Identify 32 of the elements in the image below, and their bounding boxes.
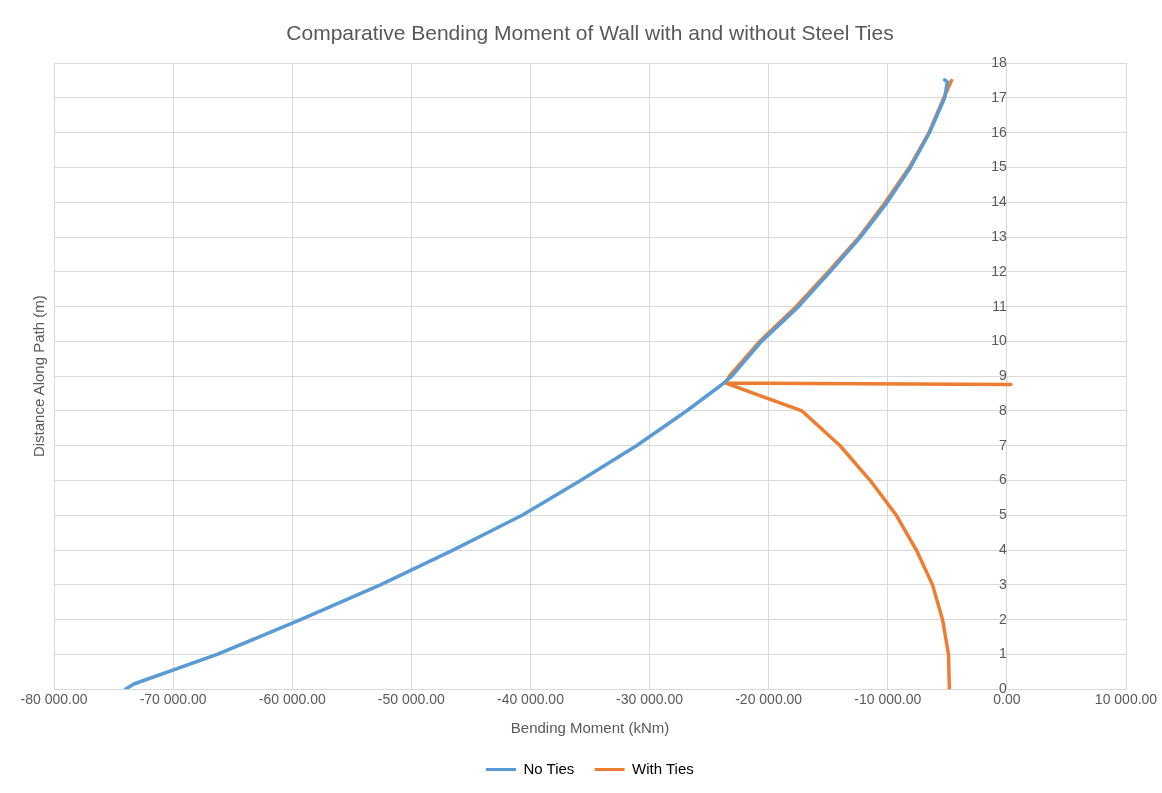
x-tick-label: -60 000.00 [258,691,326,708]
x-tick-label: -50 000.00 [377,691,446,708]
chart-title: Comparative Bending Moment of Wall with and without Steel Ties [286,21,894,45]
y-axis-title: Distance Along Path (m) [30,295,48,458]
y-tick-label: 14 [991,193,1008,210]
x-tick-label: -20 000.00 [735,691,803,708]
y-tick-label: 4 [999,540,1008,557]
y-tick-label: 16 [991,123,1008,140]
x-tick-label: -40 000.00 [496,691,565,708]
y-tick-label: 18 [991,54,1008,71]
y-tick-label: 8 [999,401,1008,418]
y-tick-label: 17 [991,88,1008,105]
y-tick-label: 11 [992,297,1008,314]
y-tick-label: 5 [999,506,1008,523]
y-tick-label: 12 [991,262,1008,279]
y-tick-label: 6 [999,471,1008,488]
y-tick-label: 10 [991,332,1008,349]
x-tick-label: -80 000.00 [20,691,88,708]
x-tick-label: -70 000.00 [139,691,207,708]
y-tick-label: 7 [999,436,1008,453]
y-tick-label: 13 [991,227,1008,244]
y-tick-label: 9 [999,367,1008,384]
y-tick-label: 2 [999,610,1008,627]
x-tick-label: -30 000.00 [616,691,684,708]
y-tick-label: 3 [999,575,1008,592]
y-tick-label: 15 [991,158,1008,175]
legend-label: With Ties [632,759,694,777]
x-tick-label: 10 000.00 [1094,691,1158,708]
x-axis-title: Bending Moment (kNm) [510,719,670,737]
y-tick-label: 1 [999,645,1008,662]
x-tick-label: -10 000.00 [854,691,922,708]
legend-label: No Ties [523,759,575,777]
